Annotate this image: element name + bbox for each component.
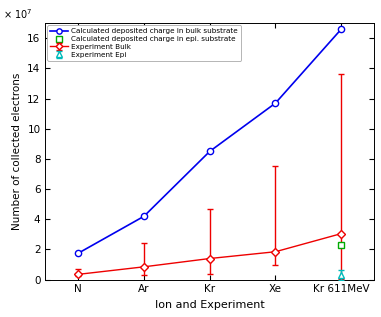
Text: $\times$ 10$^7$: $\times$ 10$^7$ (3, 7, 32, 21)
Calculated deposited charge in bulk substrate (339, 27, 343, 31)
Calculated deposited charge in bulk substrate (207, 150, 212, 153)
Calculated deposited charge in bulk substrate (142, 214, 146, 218)
Calculated deposited charge in bulk substrate (273, 101, 278, 105)
Y-axis label: Number of collected electrons: Number of collected electrons (12, 73, 22, 230)
X-axis label: Ion and Experiment: Ion and Experiment (155, 300, 264, 310)
Calculated deposited charge in bulk substrate (76, 251, 80, 255)
Legend: Calculated deposited charge in bulk substrate, Calculated deposited charge in ep: Calculated deposited charge in bulk subs… (48, 25, 241, 61)
Line: Calculated deposited charge in bulk substrate: Calculated deposited charge in bulk subs… (75, 26, 344, 256)
